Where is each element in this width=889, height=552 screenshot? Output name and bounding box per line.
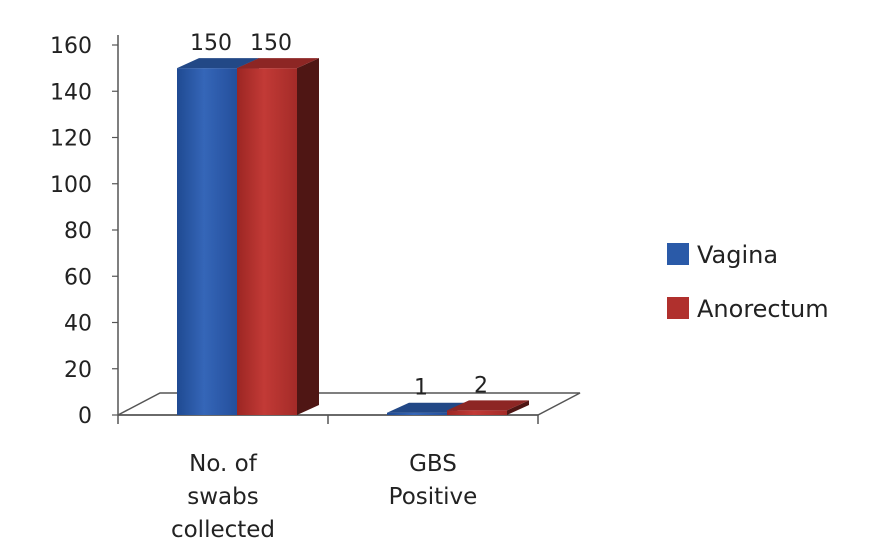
bar-top-face	[177, 58, 259, 69]
bar-top-face	[237, 58, 319, 69]
y-tick-label: 100	[50, 173, 92, 198]
category-label: collected	[171, 517, 275, 543]
x-axis	[117, 414, 539, 424]
category-label: Positive	[389, 484, 478, 510]
legend-swatch	[667, 243, 689, 265]
bar-front-face	[237, 68, 297, 415]
category-label: GBS	[409, 451, 457, 477]
bar-side-face	[507, 400, 529, 415]
legend-swatch	[667, 297, 689, 319]
y-tick-label: 140	[50, 80, 92, 105]
y-tick-label: 0	[78, 404, 92, 429]
legend-label: Vagina	[697, 241, 778, 269]
y-tick-label: 60	[64, 265, 92, 290]
category-labels: No. of swabs collected GBS Positive	[171, 451, 477, 543]
category-label: swabs	[187, 484, 258, 510]
bar	[447, 400, 529, 415]
bar-side-face	[297, 58, 319, 415]
y-tick-label: 20	[64, 358, 92, 383]
bar-front-face	[387, 412, 447, 415]
data-labels: 150 150 1 2	[190, 31, 488, 401]
data-label: 2	[474, 373, 488, 398]
data-label: 150	[250, 31, 292, 56]
bars	[177, 58, 529, 415]
y-tick-labels: 0 20 40 60 80 100 120 140 160	[50, 34, 118, 429]
y-tick-label: 40	[64, 312, 92, 337]
data-label: 1	[414, 376, 428, 401]
bar-front-face	[177, 68, 237, 415]
legend-label: Anorectum	[697, 295, 829, 323]
legend: Vagina Anorectum	[667, 241, 829, 323]
y-tick-label: 120	[50, 127, 92, 152]
bar-front-face	[447, 410, 507, 415]
category-label: No. of	[189, 451, 258, 477]
data-label: 150	[190, 31, 232, 56]
bar	[237, 58, 319, 415]
bar-top-face	[447, 400, 529, 411]
y-tick-label: 160	[50, 34, 92, 59]
y-tick-label: 80	[64, 219, 92, 244]
